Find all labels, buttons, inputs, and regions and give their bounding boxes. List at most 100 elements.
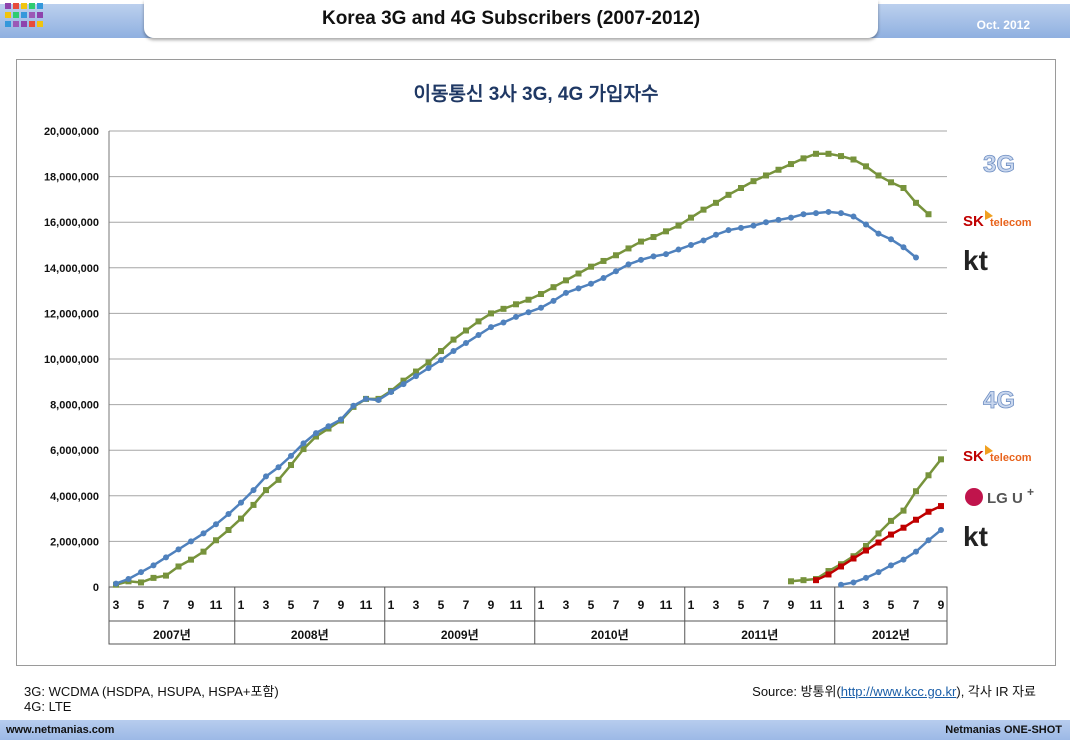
data-point [250, 487, 257, 494]
data-point [838, 153, 844, 160]
data-point [688, 242, 694, 248]
data-point [825, 568, 832, 575]
data-point [800, 211, 807, 218]
x-tick-label: 9 [638, 598, 645, 612]
y-tick-label: 2,000,000 [50, 536, 99, 548]
data-point [463, 340, 469, 347]
data-point [650, 234, 657, 241]
data-point [113, 580, 119, 587]
data-point [188, 556, 194, 563]
data-point [750, 222, 757, 229]
logo-square [29, 3, 35, 9]
data-point [475, 332, 482, 339]
x-tick-label: 5 [588, 598, 595, 612]
data-point [800, 577, 807, 584]
data-point [925, 211, 932, 218]
data-point [813, 577, 819, 584]
data-point [413, 368, 419, 375]
data-point [400, 377, 407, 384]
data-point [325, 423, 332, 430]
data-point [350, 402, 357, 409]
data-point [888, 236, 894, 243]
data-point [788, 214, 794, 221]
data-point [763, 172, 769, 179]
data-point [925, 508, 932, 515]
data-point [888, 517, 894, 524]
data-point [475, 318, 482, 325]
data-point [863, 574, 869, 581]
y-tick-label: 16,000,000 [44, 217, 99, 229]
data-point [600, 257, 607, 264]
data-point [925, 472, 932, 479]
data-point [713, 199, 719, 206]
data-point [863, 163, 869, 170]
line-chart: 이동통신 3사 3G, 4G 가입자수 0 2,000,000 4,000,000 6,… [44, 83, 1034, 645]
data-point [913, 254, 919, 261]
data-point [650, 253, 657, 260]
x-tick-label: 9 [338, 598, 345, 612]
data-point [450, 348, 457, 355]
data-point [263, 473, 269, 480]
data-point [438, 357, 444, 364]
x-tick-label: 9 [938, 598, 945, 612]
data-point [875, 569, 882, 576]
data-point [525, 309, 532, 316]
data-point [375, 397, 382, 404]
data-point [850, 156, 857, 163]
x-tick-label: 7 [763, 598, 770, 612]
data-point [150, 574, 157, 581]
data-point [738, 224, 744, 231]
note-4g: 4G: LTE [24, 699, 72, 714]
data-point [913, 516, 919, 523]
data-point [575, 270, 582, 277]
year-label: 2007년 [153, 628, 191, 642]
data-point [850, 213, 857, 220]
data-point [563, 277, 569, 284]
data-point [850, 579, 857, 586]
logo-square [29, 21, 35, 27]
data-point [875, 172, 882, 179]
source-link[interactable]: http://www.kcc.go.kr [840, 684, 957, 699]
data-point [700, 206, 707, 213]
data-point [300, 440, 307, 447]
data-point [138, 579, 144, 586]
x-tick-label: 5 [888, 598, 895, 612]
page-title: Korea 3G and 4G Subscribers (2007-2012) [144, 0, 878, 38]
legend-kt-4g: kt [963, 521, 988, 552]
footer-site[interactable]: www.netmanias.com [6, 724, 115, 736]
data-point [438, 348, 444, 355]
data-point [788, 578, 794, 585]
data-point [488, 324, 494, 331]
x-tick-label: 5 [738, 598, 745, 612]
y-tick-label: 18,000,000 [44, 172, 99, 184]
footer-bar: www.netmanias.com Netmanias ONE-SHOT [0, 720, 1070, 740]
x-tick-label: 7 [163, 598, 170, 612]
year-label: 2012년 [872, 628, 910, 642]
data-point [875, 539, 882, 546]
data-point [588, 280, 594, 287]
data-point [488, 310, 494, 317]
data-point [675, 246, 682, 253]
report-date: Oct. 2012 [976, 18, 1030, 32]
data-point [138, 569, 144, 576]
x-tick-label: 1 [838, 598, 845, 612]
legend-skt-label: telecom [990, 452, 1032, 464]
data-point [225, 511, 232, 518]
data-point [938, 456, 944, 463]
data-point [150, 562, 157, 569]
logo-square [5, 3, 11, 9]
netmanias-logo-icon [5, 3, 47, 33]
data-point [238, 515, 244, 522]
logo-square [37, 21, 43, 27]
data-point [625, 245, 632, 252]
data-point [200, 530, 207, 537]
logo-square [37, 3, 43, 9]
x-tick-label: 9 [488, 598, 495, 612]
y-tick-label: 4,000,000 [50, 491, 99, 503]
source-note: Source: 방통위(http://www.kcc.go.kr), 각사 IR… [752, 681, 1036, 700]
data-point [813, 210, 819, 217]
note-3g: 3G: WCDMA (HSDPA, HSUPA, HSPA+포함) [24, 684, 279, 699]
year-label: 2009년 [441, 628, 479, 642]
data-point [713, 231, 719, 238]
data-point [288, 462, 294, 469]
